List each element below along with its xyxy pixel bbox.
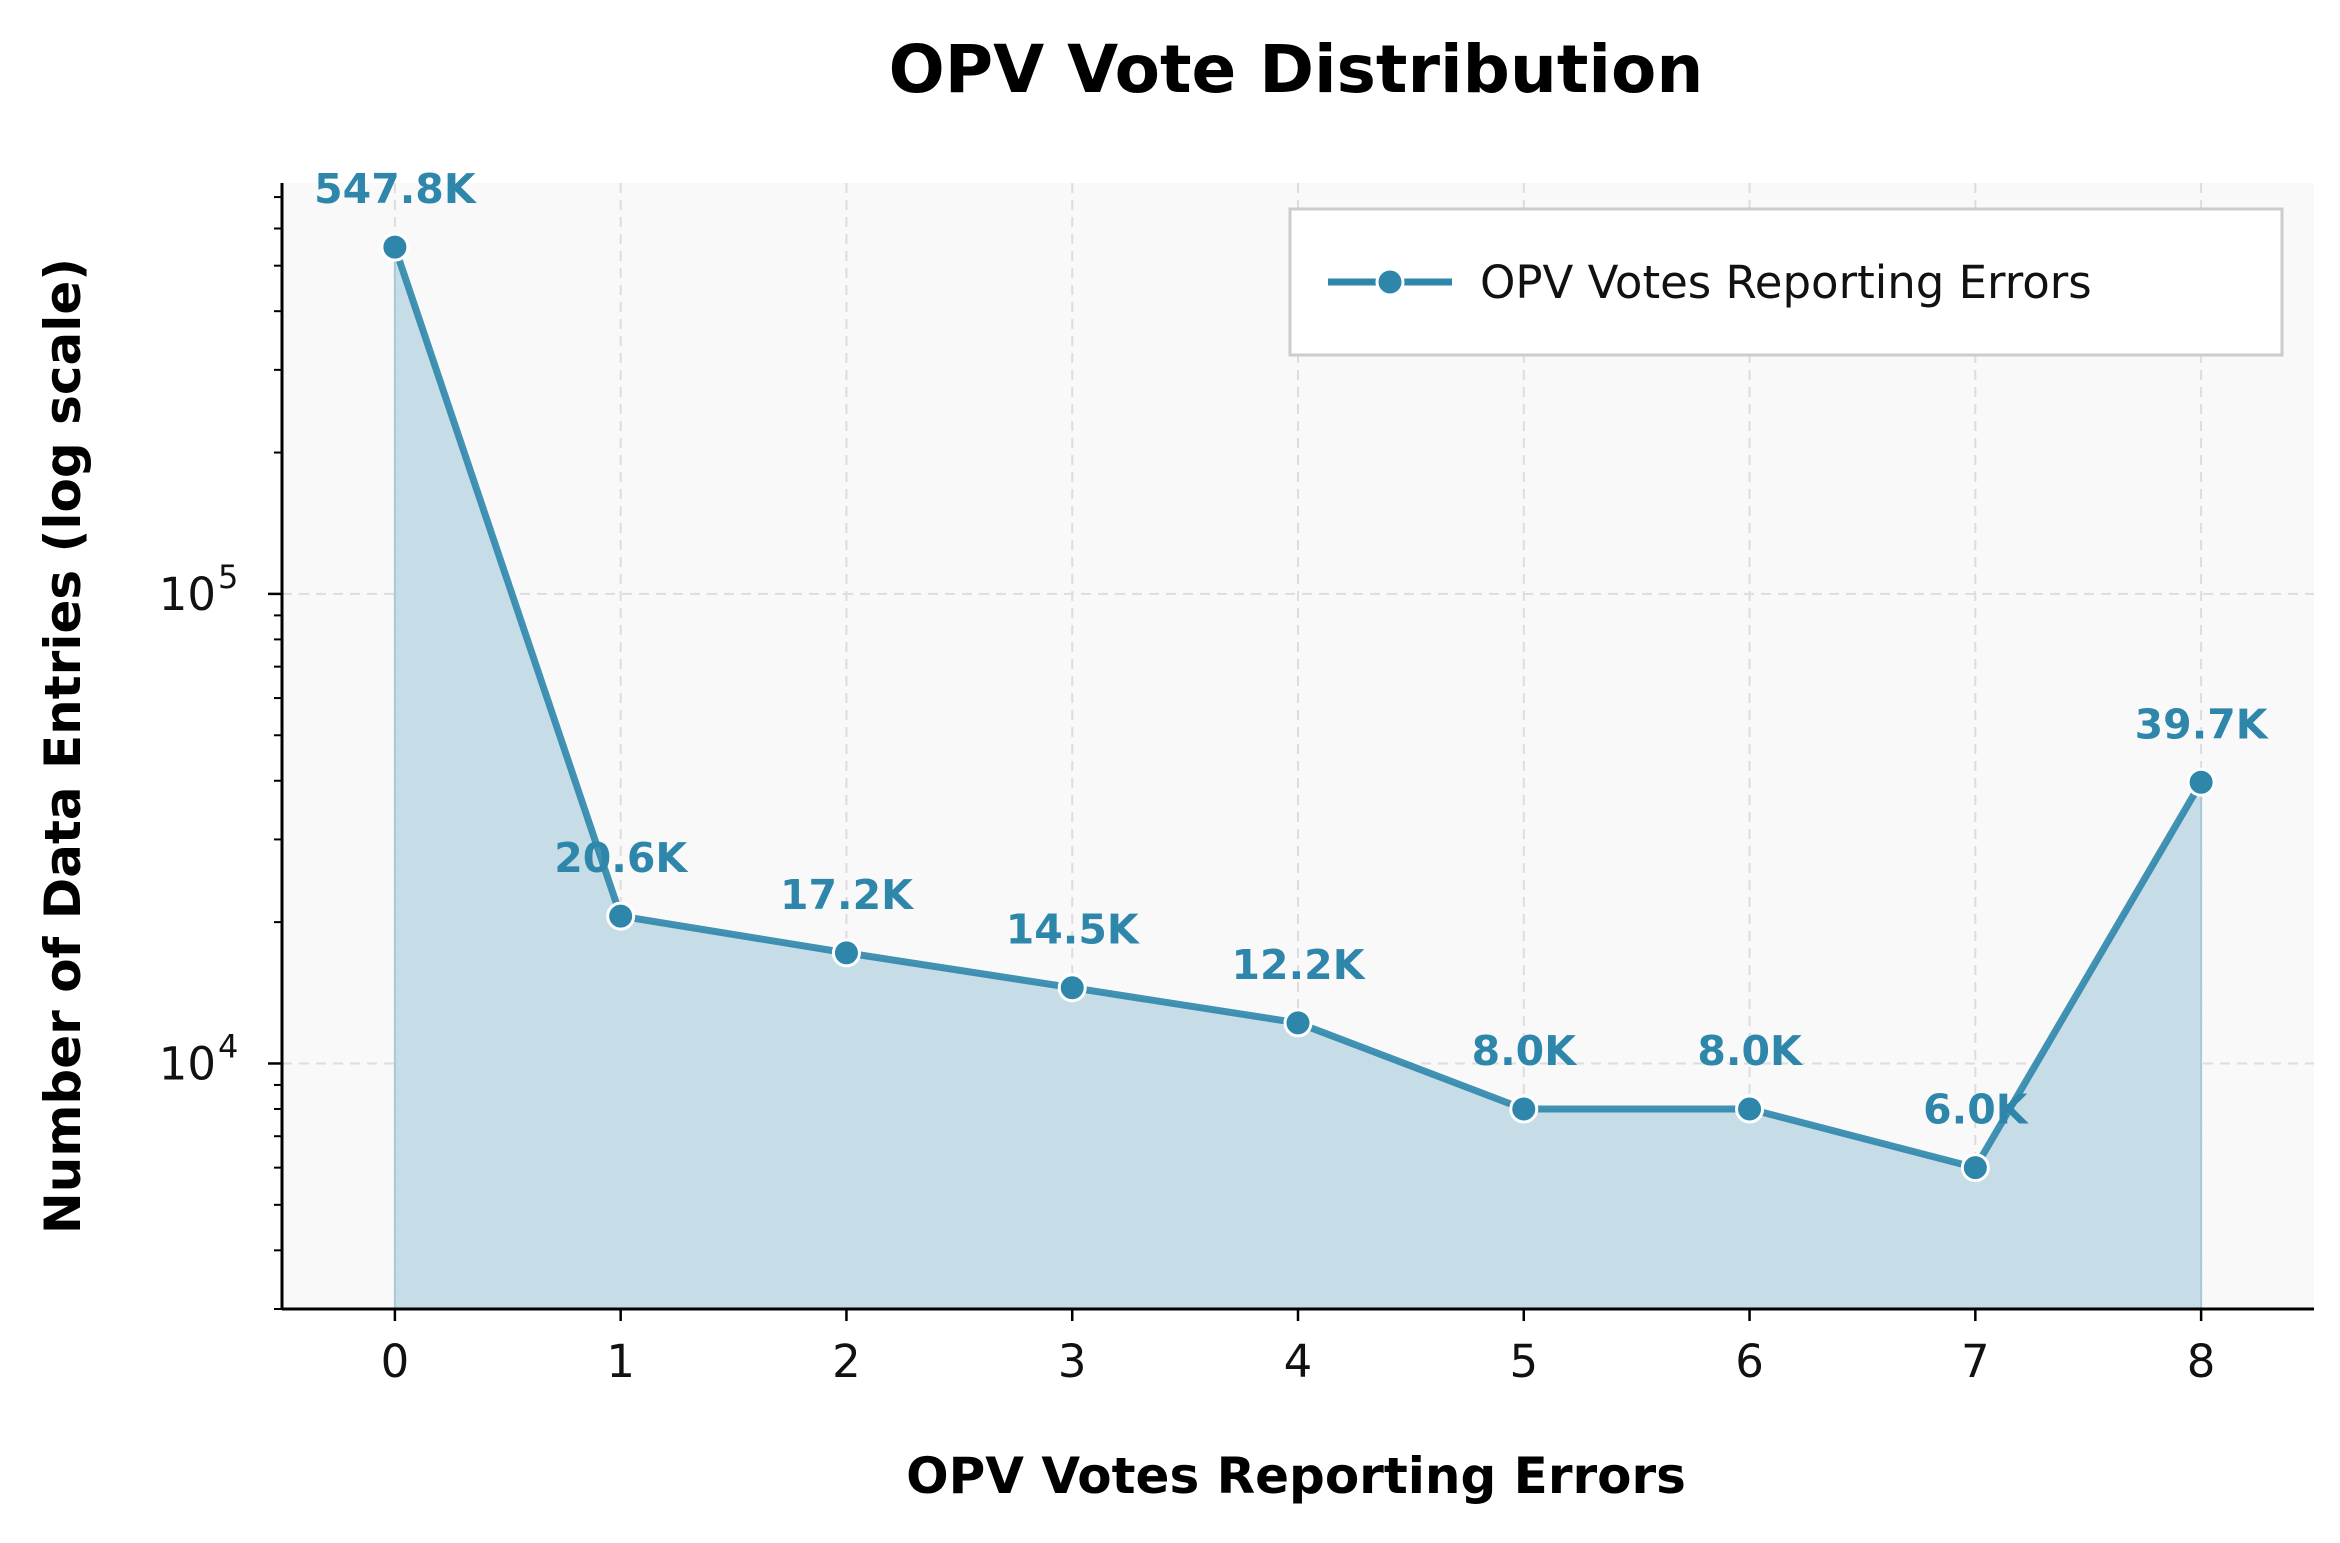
data-label: 8.0K: [1697, 1027, 1804, 1075]
x-tick-label: 7: [1961, 1335, 1990, 1388]
data-label: 39.7K: [2135, 700, 2270, 748]
x-tick-label: 4: [1284, 1335, 1313, 1388]
y-tick-label: 10: [159, 1037, 216, 1090]
x-tick-label: 2: [832, 1335, 861, 1388]
data-point: [1283, 1008, 1313, 1038]
data-label: 547.8K: [314, 165, 478, 213]
x-tick-label: 8: [2187, 1335, 2216, 1388]
series-line: [380, 232, 2216, 1183]
x-ticks: 0 1 2 3 4 5 6 7 8: [381, 1309, 2216, 1388]
legend-box: [1288, 207, 2284, 357]
x-tick-label: 6: [1735, 1335, 1764, 1388]
data-point: [2186, 767, 2216, 797]
data-label: 20.6K: [554, 834, 689, 882]
data-label: 14.5K: [1006, 906, 1141, 954]
legend-marker-swatch: [1375, 267, 1405, 297]
data-point: [606, 901, 636, 931]
data-point: [1960, 1153, 1990, 1183]
data-label: 8.0K: [1472, 1027, 1579, 1075]
y-tick-label: 10: [159, 568, 216, 621]
data-labels: 547.8K 20.6K 17.2K 14.5K 12.2K 8.0K 8.0K 6.0K 39…: [314, 165, 2270, 1134]
data-point: [1057, 973, 1087, 1003]
data-point: [1735, 1094, 1765, 1124]
chart-title: OPV Vote Distribution: [889, 31, 1704, 108]
y-axis-label: Number of Data Entries (log scale): [34, 258, 92, 1234]
data-label: 12.2K: [1232, 941, 1367, 989]
area-polygon: [394, 247, 2202, 1309]
x-axis-label: OPV Votes Reporting Errors: [906, 1447, 1686, 1505]
data-point: [831, 938, 861, 968]
area-fill: [393, 247, 2203, 1309]
legend-label: OPV Votes Reporting Errors: [1480, 256, 2092, 309]
x-tick-label: 3: [1058, 1335, 1087, 1388]
data-point: [1509, 1094, 1539, 1124]
data-point: [380, 232, 410, 262]
x-tick-label: 1: [606, 1335, 635, 1388]
x-tick-label: 5: [1509, 1335, 1538, 1388]
y-tick-exponent: 4: [218, 1027, 238, 1065]
legend: OPV Votes Reporting Errors: [1288, 207, 2284, 357]
data-label: 17.2K: [780, 871, 915, 919]
y-tick-exponent: 5: [218, 558, 238, 596]
data-label: 6.0K: [1923, 1086, 2030, 1134]
x-tick-label: 0: [381, 1335, 410, 1388]
